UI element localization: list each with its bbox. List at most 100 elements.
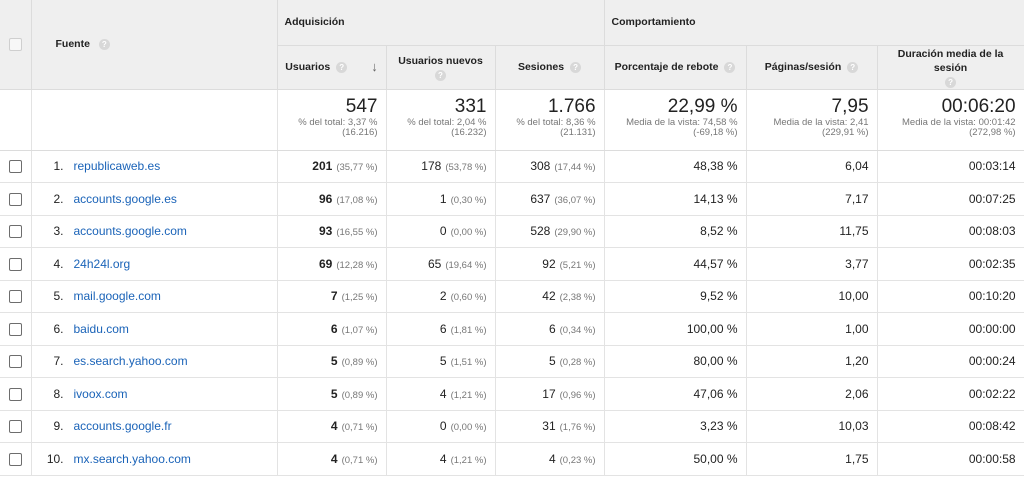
table-row: 4. 24h24l.org 69 (12,28 %) 65 (19,64 %) 92(… [0,247,1024,281]
source-link[interactable]: 24h24l.org [73,256,131,271]
col-rebote-label: Porcentaje de rebote [614,61,719,73]
row-index: 4. [53,256,64,271]
row-checkbox[interactable] [8,387,22,401]
row-checkbox[interactable] [8,192,22,206]
sessions-value: 6 [548,321,556,336]
help-icon[interactable]: ? [98,38,110,50]
source-link[interactable]: accounts.google.fr [73,419,172,434]
sessions-value: 92 [542,256,556,271]
row-index: 1. [53,159,64,174]
new-users-pct: (0,00 %) [450,422,487,434]
row-index: 10. [46,451,64,466]
help-icon[interactable]: ? [847,61,859,73]
help-icon[interactable]: ? [724,61,736,73]
row-checkbox-cell [0,280,32,313]
total-line1: Media de la vista: 74,58 % [626,116,738,128]
pages-cell: 10,03 [746,410,878,443]
users-pct: (0,89 %) [341,389,378,401]
source-link[interactable]: republicaweb.es [73,159,161,174]
duration-cell: 00:00:24 [877,345,1024,378]
row-index: 7. [53,354,64,369]
row-checkbox[interactable] [8,452,22,466]
sessions-pct: (0,96 %) [559,389,596,401]
table-row: 7. es.search.yahoo.com 5 (0,89 %) 5 (1,51 %… [0,345,1024,378]
users-pct: (17,08 %) [336,194,378,206]
total-value: 00:06:20 [941,95,1016,117]
source-link[interactable]: accounts.google.com [73,224,187,239]
sessions-cell: 4 (0,23 %) [495,442,605,476]
fuente-label: Fuente [55,38,90,51]
totals-empty-cell [0,89,32,151]
users-cell: 4 (0,71 %) [277,442,387,476]
source-cell: 3. accounts.google.com [31,215,278,248]
source-link[interactable]: mx.search.yahoo.com [73,451,191,466]
col-sesiones-label: Sesiones [517,61,565,73]
total-value: 1.766 [547,95,596,117]
total-paginas: 7,95 Media de la vista: 2,41 (229,91 %) [746,89,878,151]
source-link[interactable]: mail.google.com [73,289,161,304]
sessions-pct: (0,28 %) [559,357,596,369]
bounce-cell: 48,38 % [604,150,747,183]
pages-cell: 7,17 [746,182,878,216]
sessions-value: 31 [542,419,556,434]
total-line2: (16.232) [451,126,487,138]
new-users-cell: 1 (0,30 %) [386,182,496,216]
help-icon[interactable]: ? [435,69,446,81]
col-sesiones[interactable]: Sesiones ? [495,45,605,90]
total-line1: % del total: 8,36 % [516,116,596,128]
duration-cell: 00:00:58 [877,442,1024,476]
row-checkbox[interactable] [8,257,22,271]
duration-cell: 00:02:22 [877,377,1024,411]
select-all-checkbox[interactable] [8,37,22,51]
sessions-pct: (0,34 %) [559,324,596,336]
col-rebote[interactable]: Porcentaje de rebote ? [604,45,747,90]
users-value: 96 [318,191,333,206]
new-users-pct: (53,78 %) [445,162,487,174]
row-checkbox[interactable] [8,290,22,304]
help-icon[interactable]: ? [570,61,582,73]
new-users-pct: (0,30 %) [450,194,487,206]
pages-cell: 1,20 [746,345,878,378]
source-cell: 5. mail.google.com [31,280,278,313]
row-checkbox-cell [0,247,32,281]
row-checkbox[interactable] [8,225,22,239]
users-cell: 69 (12,28 %) [277,247,387,281]
new-users-value: 0 [439,419,447,434]
fuente-header[interactable]: Fuente ? [31,0,278,90]
sessions-pct: (17,44 %) [554,162,596,174]
row-checkbox[interactable] [8,322,22,336]
sort-descending-icon[interactable]: ↓ [371,59,378,74]
source-link[interactable]: ivoox.com [73,386,128,401]
col-usuarios-label: Usuarios [285,61,331,73]
new-users-cell: 2 (0,60 %) [386,280,496,313]
sessions-value: 5 [548,354,556,369]
help-icon[interactable]: ? [336,61,348,73]
pages-cell: 1,75 [746,442,878,476]
row-checkbox[interactable] [8,160,22,174]
row-checkbox[interactable] [8,420,22,434]
users-value: 5 [330,354,338,369]
source-link[interactable]: es.search.yahoo.com [73,354,188,369]
sessions-value: 42 [542,289,556,304]
adquisicion-group: Adquisición [277,0,605,46]
col-usuarios[interactable]: Usuarios ? ↓ [277,45,387,90]
sessions-cell: 5 (0,28 %) [495,345,605,378]
pages-cell: 10,00 [746,280,878,313]
users-cell: 5 (0,89 %) [277,345,387,378]
source-link[interactable]: baidu.com [73,321,129,336]
col-duracion[interactable]: Duración media de la sesión ? [877,45,1024,90]
col-paginas[interactable]: Páginas/sesión ? [746,45,878,90]
pages-cell: 2,06 [746,377,878,411]
source-link[interactable]: accounts.google.es [73,191,177,206]
sessions-pct: (1,76 %) [559,422,596,434]
sessions-cell: 6 (0,34 %) [495,312,605,346]
row-checkbox[interactable] [8,355,22,369]
col-usuarios-nuevos[interactable]: Usuarios nuevos ? [386,45,496,90]
bounce-cell: 3,23 % [604,410,747,443]
users-cell: 5 (0,89 %) [277,377,387,411]
new-users-cell: 6 (1,81 %) [386,312,496,346]
users-value: 6 [330,321,338,336]
duration-cell: 00:08:03 [877,215,1024,248]
total-sesiones: 1.766% del total: 8,36 % (21.131) [495,89,605,151]
help-icon[interactable]: ? [945,76,957,88]
